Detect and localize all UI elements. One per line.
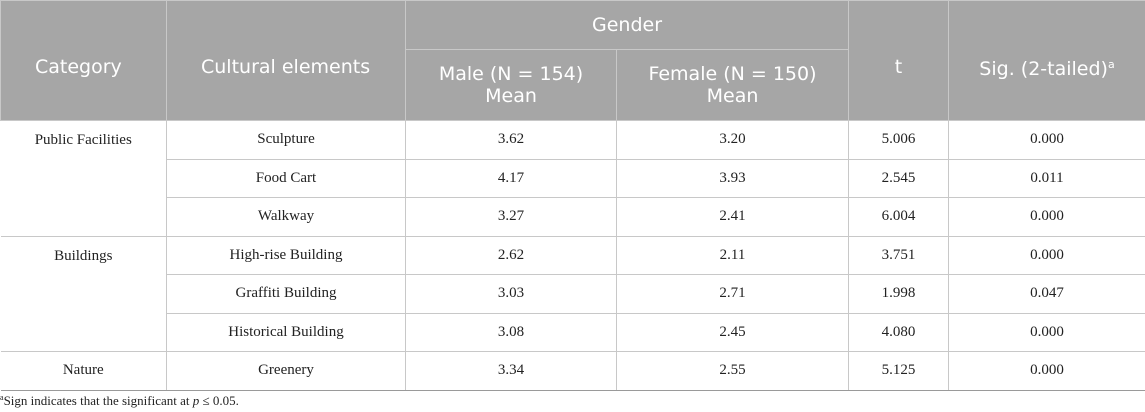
table-row: Walkway 3.27 2.41 6.004 0.000 <box>1 197 1145 237</box>
element-cell: Food Cart <box>166 158 406 198</box>
element-cell: High-rise Building <box>166 235 406 275</box>
sig-cell: 0.000 <box>948 312 1145 352</box>
female-mean-cell: 2.41 <box>616 197 849 237</box>
category-cell: Nature <box>0 351 167 391</box>
male-mean-cell: 3.03 <box>405 274 617 314</box>
t-cell: 4.080 <box>848 312 949 352</box>
element-cell: Historical Building <box>166 312 406 352</box>
element-cell: Walkway <box>166 197 406 237</box>
header-cultural-elements: Cultural elements <box>166 0 406 121</box>
results-table: Category Cultural elements Gender t Sig.… <box>0 0 1145 391</box>
element-cell: Graffiti Building <box>166 274 406 314</box>
table-row: Buildings High-rise Building 2.62 2.11 3… <box>0 235 1145 352</box>
table-row: Food Cart 4.17 3.93 2.545 0.011 <box>1 158 1145 198</box>
male-mean-cell: 4.17 <box>405 158 617 198</box>
female-mean-cell: 2.11 <box>616 235 849 275</box>
sig-cell: 0.047 <box>948 274 1145 314</box>
table-row: Public Facilities Sculpture 3.62 3.20 5.… <box>0 120 1145 237</box>
female-mean-cell: 3.93 <box>616 158 849 198</box>
t-cell: 2.545 <box>848 158 949 198</box>
header-sig: Sig. (2-tailed)a <box>948 0 1145 121</box>
footnote-mark: a <box>0 393 4 402</box>
male-mean-cell: 3.27 <box>405 197 617 237</box>
table-header: Category Cultural elements Gender t Sig.… <box>0 0 1145 121</box>
sig-cell: 0.000 <box>948 120 1145 160</box>
t-cell: 5.125 <box>848 351 949 391</box>
table-footnote: aSign indicates that the significant at … <box>0 393 239 409</box>
female-mean-cell: 2.55 <box>616 351 849 391</box>
female-mean-cell: 2.71 <box>616 274 849 314</box>
sig-cell: 0.011 <box>948 158 1145 198</box>
female-mean-cell: 2.45 <box>616 312 849 352</box>
t-cell: 5.006 <box>848 120 949 160</box>
t-cell: 1.998 <box>848 274 949 314</box>
sig-cell: 0.000 <box>948 235 1145 275</box>
footnote-p-symbol: p <box>192 393 200 408</box>
header-t: t <box>848 0 949 121</box>
category-cell: Buildings <box>0 235 167 352</box>
footnote-text-after: ≤ 0.05. <box>199 393 239 408</box>
table-row: Nature Greenery 3.34 2.55 5.125 0.000 <box>0 351 1145 391</box>
sig-cell: 0.000 <box>948 197 1145 237</box>
female-mean-cell: 3.20 <box>616 120 849 160</box>
male-mean-cell: 2.62 <box>405 235 617 275</box>
table-row: Graffiti Building 3.03 2.71 1.998 0.047 <box>1 274 1145 314</box>
sig-cell: 0.000 <box>948 351 1145 391</box>
table-row: Historical Building 3.08 2.45 4.080 0.00… <box>1 312 1145 352</box>
header-male-mean: Mean <box>485 85 537 107</box>
header-category: Category <box>0 0 167 121</box>
element-cell: Greenery <box>166 351 406 391</box>
header-male: Male (N = 154) Mean <box>405 49 617 121</box>
category-cell: Public Facilities <box>0 120 167 237</box>
male-mean-cell: 3.62 <box>405 120 617 160</box>
male-mean-cell: 3.08 <box>405 312 617 352</box>
header-female-mean: Mean <box>706 85 759 107</box>
header-sig-footnote-mark: a <box>1107 58 1115 71</box>
table-body: Public Facilities Sculpture 3.62 3.20 5.… <box>0 120 1145 391</box>
header-female: Female (N = 150) Mean <box>616 49 849 121</box>
male-mean-cell: 3.34 <box>405 351 617 391</box>
header-gender: Gender <box>405 0 849 50</box>
footnote-text-before: Sign indicates that the significant at <box>3 393 193 408</box>
element-cell: Sculpture <box>166 120 406 160</box>
t-cell: 6.004 <box>848 197 949 237</box>
t-cell: 3.751 <box>848 235 949 275</box>
